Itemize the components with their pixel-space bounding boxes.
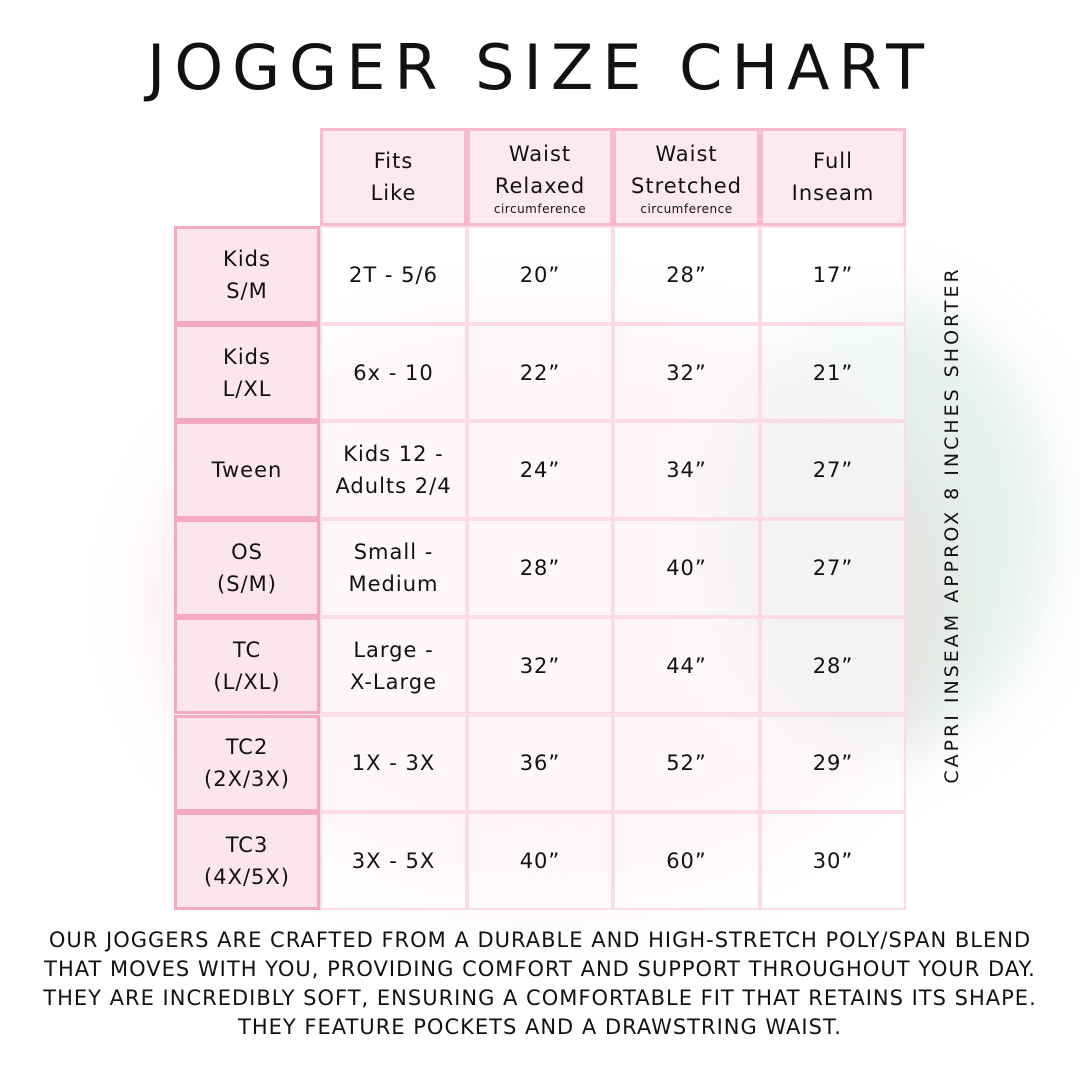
cell-value: 28” [519,555,561,580]
column-header-label: Waist Stretched [631,142,742,198]
cell-value: 40” [519,849,561,874]
size-chart-table: Fits Like Waist Relaxed circumference Waist… [174,128,906,910]
cell-value: 1X - 3X [351,751,436,776]
table-cell-inseam: 21” [760,323,906,422]
size-label: OS (S/M) [217,539,277,596]
column-header-sublabel: circumference [493,202,587,216]
table-cell-relaxed: 32” [467,616,613,715]
row-header-size: Kids L/XL [174,323,320,422]
table-cell-fits: Small - Medium [320,519,467,617]
cell-value: 22” [519,360,561,385]
table-cell-fits: 6x - 10 [320,323,467,422]
table-cell-inseam: 28” [760,616,906,715]
cell-value: 28” [812,653,854,678]
cell-value: 44” [666,653,707,678]
cell-value: Small - Medium [348,539,439,596]
cell-value: 27” [812,555,854,580]
product-description: Our joggers are crafted from a durable a… [43,928,1037,1039]
size-label: Kids S/M [223,246,271,303]
table-cell-inseam: 27” [760,519,906,617]
cell-value: 40” [666,555,707,580]
table-cell-fits: Kids 12 - Adults 2/4 [320,421,467,520]
table-cell-fits: 3X - 5X [320,812,467,910]
cell-value: 17” [812,262,854,287]
cell-value: Large - X-Large [349,637,437,694]
row-header-size: Tween [174,421,320,520]
table-cell-inseam: 17” [760,226,906,324]
table-cell-inseam: 27” [760,421,906,520]
cell-value: 21” [812,360,854,385]
cell-value: 20” [519,262,561,287]
cell-value: 6x - 10 [353,360,434,385]
table-cell-relaxed: 36” [467,714,613,813]
table-cell-fits: Large - X-Large [320,616,467,715]
size-label: Kids L/XL [222,344,272,401]
cell-value: 32” [666,360,707,385]
row-header-size: TC2 (2X/3X) [174,714,320,813]
column-header-label: Waist Relaxed [494,142,586,198]
cell-value: 28” [666,262,707,287]
table-cell-stretched: 28” [613,226,760,324]
table-cell-relaxed: 22” [467,323,613,422]
size-label: TC3 (4X/5X) [204,833,290,890]
table-cell-stretched: 44” [613,616,760,715]
table-cell-stretched: 34” [613,421,760,520]
column-header: Waist Stretched circumference [613,128,760,226]
table-cell-relaxed: 28” [467,519,613,617]
cell-value: 27” [812,458,854,483]
cell-value: 3X - 5X [351,849,436,874]
column-header-label: Full Inseam [791,149,875,205]
cell-value: 30” [812,849,854,874]
table-cell-fits: 2T - 5/6 [320,226,467,324]
column-header: Waist Relaxed circumference [467,128,613,226]
size-label: TC2 (2X/3X) [204,735,290,792]
cell-value: 32” [519,653,561,678]
column-header-sublabel: circumference [640,202,733,216]
cell-value: 2T - 5/6 [349,262,438,287]
cell-value: 36” [519,751,561,776]
column-header: Full Inseam [760,128,906,226]
row-header-size: TC3 (4X/5X) [174,812,320,910]
cell-value: 52” [666,751,707,776]
row-header-size: Kids S/M [174,226,320,324]
table-cell-inseam: 30” [760,812,906,910]
cell-value: 60” [666,849,707,874]
table-cell-stretched: 52” [613,714,760,813]
table-cell-stretched: 40” [613,519,760,617]
table-cell-relaxed: 24” [467,421,613,520]
table-cell-inseam: 29” [760,714,906,813]
size-label: TC (L/XL) [213,637,281,694]
capri-note: CAPRI INSEAM APPROX 8 INCHES SHORTER [941,266,963,784]
row-header-size: TC (L/XL) [174,616,320,715]
column-header: Fits Like [320,128,467,226]
column-header-label: Fits Like [370,149,417,205]
table-cell-fits: 1X - 3X [320,714,467,813]
table-cell-relaxed: 20” [467,226,613,324]
table-cell-stretched: 60” [613,812,760,910]
cell-value: Kids 12 - Adults 2/4 [335,442,452,499]
table-cell-stretched: 32” [613,323,760,422]
table-cell-relaxed: 40” [467,812,613,910]
cell-value: 29” [812,751,854,776]
cell-value: 34” [666,458,707,483]
page-title: JOGGER SIZE CHART [147,31,933,104]
size-label: Tween [211,458,283,483]
cell-value: 24” [519,458,561,483]
row-header-size: OS (S/M) [174,519,320,617]
